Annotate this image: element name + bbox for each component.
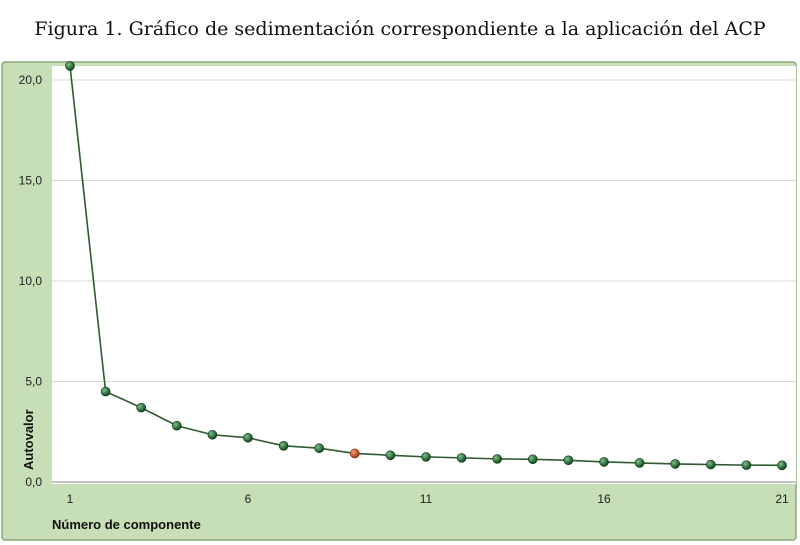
- x-tick-label: 11: [420, 492, 433, 506]
- data-point: [65, 61, 75, 71]
- y-tick-label: 15,0: [19, 174, 43, 188]
- data-point: [599, 457, 609, 467]
- x-tick-label: 6: [245, 492, 252, 506]
- y-axis-ticks: 0,0 5,0 10,0 15,0 20,0: [19, 73, 43, 489]
- data-point: [100, 386, 111, 397]
- data-point: [527, 454, 538, 465]
- data-point: [777, 460, 787, 471]
- data-point: [421, 452, 431, 462]
- data-point: [278, 441, 289, 451]
- data-point: [136, 402, 146, 413]
- chart-title: Figura 1. Gráfico de sedimentación corre…: [34, 18, 766, 40]
- y-tick-label: 0,0: [25, 475, 42, 489]
- data-point: [563, 455, 574, 466]
- y-tick-label: 5,0: [25, 375, 42, 389]
- x-axis-label: Número de componente: [52, 517, 201, 532]
- data-point: [385, 450, 396, 461]
- data-point: [207, 429, 218, 440]
- x-tick-label: 1: [67, 492, 74, 506]
- x-tick-label: 21: [775, 492, 789, 506]
- data-point: [243, 432, 253, 443]
- data-point: [705, 459, 716, 470]
- data-point: [314, 443, 325, 454]
- x-tick-label: 16: [597, 492, 611, 506]
- data-point-highlighted: [349, 448, 360, 459]
- data-point: [492, 454, 503, 464]
- y-tick-label: 10,0: [19, 274, 43, 288]
- data-point: [456, 453, 467, 463]
- data-point: [670, 459, 681, 469]
- data-point: [172, 420, 182, 431]
- series-markers: [65, 61, 787, 471]
- y-axis-label: Autovalor: [21, 409, 36, 470]
- x-axis-ticks: 1 6 11 16 21: [67, 492, 789, 506]
- data-point: [634, 458, 645, 468]
- gridlines: [52, 79, 796, 382]
- y-tick-label: 20,0: [19, 73, 43, 87]
- data-point: [741, 460, 752, 470]
- plot-area: [52, 66, 796, 484]
